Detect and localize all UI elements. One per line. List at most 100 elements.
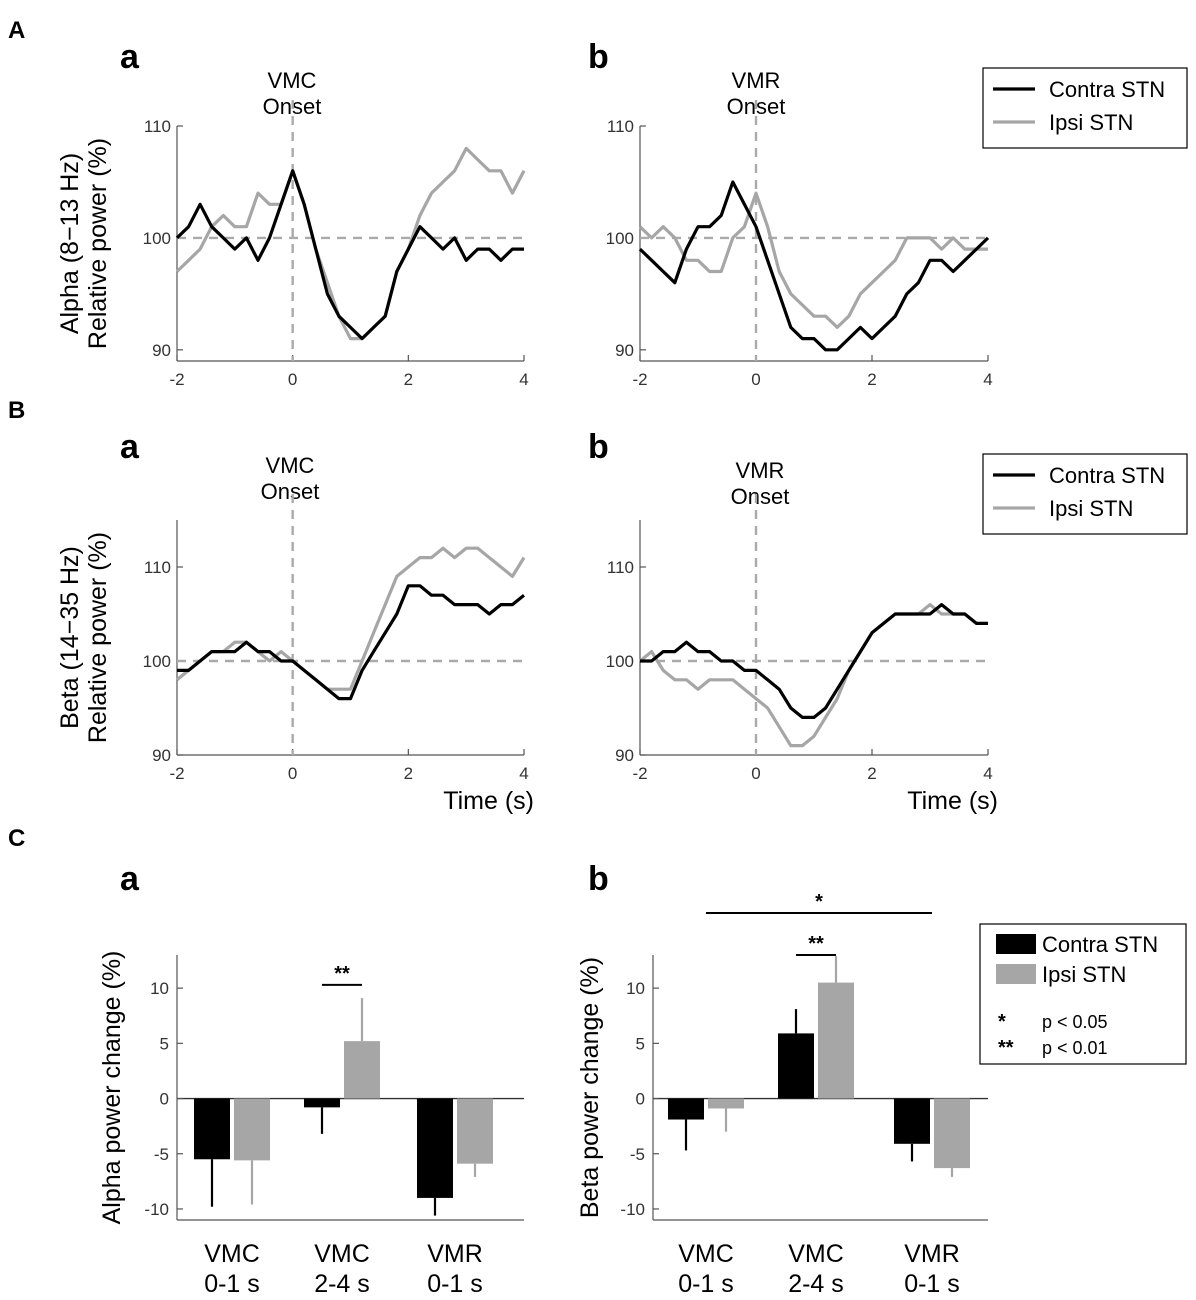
section-label-c: C xyxy=(8,825,25,852)
bar-ipsi-stn xyxy=(344,1041,380,1099)
legend-label: Contra STN xyxy=(1049,77,1165,102)
x-tick-label: 0 xyxy=(751,370,760,389)
y-axis-label-line2: Relative power (%) xyxy=(84,138,112,349)
series-line-contra-stn xyxy=(175,169,524,341)
y-tick-label: 90 xyxy=(152,341,171,360)
section-label-a: A xyxy=(8,17,25,44)
significance-marker: ** xyxy=(334,963,350,985)
y-tick-label: 10 xyxy=(150,979,169,998)
bar-ipsi-stn xyxy=(934,1098,970,1169)
y-tick-label: 0 xyxy=(160,1090,169,1109)
y-tick-label: 10 xyxy=(626,979,645,998)
x-tick-label: 4 xyxy=(519,764,528,783)
x-category-label-line1: VMC xyxy=(314,1240,370,1268)
x-tick-label: 2 xyxy=(867,764,876,783)
legend-label: Ipsi STN xyxy=(1049,496,1133,521)
panel-label: b xyxy=(588,38,609,76)
x-tick-label: 0 xyxy=(288,764,297,783)
x-category-label-line2: 0-1 s xyxy=(678,1270,734,1298)
onset-label-line1: VMR xyxy=(732,68,781,93)
bar-ipsi-stn xyxy=(818,982,854,1099)
significance-marker: ** xyxy=(808,933,824,955)
legend-label: Ipsi STN xyxy=(1049,110,1133,135)
y-axis-label: Alpha power change (%) xyxy=(98,951,126,1225)
x-category-label-line2: 2-4 s xyxy=(788,1270,844,1298)
legend-box xyxy=(982,453,1188,535)
legend-line-a: Contra STN Ipsi STN xyxy=(982,67,1188,149)
x-category-label-line2: 2-4 s xyxy=(314,1270,370,1298)
y-tick-label: -5 xyxy=(630,1145,645,1164)
y-tick-label: 0 xyxy=(636,1090,645,1109)
onset-label-line1: VMR xyxy=(736,458,785,483)
legend-swatch xyxy=(996,964,1036,984)
x-tick-label: -2 xyxy=(632,370,647,389)
panel-label: b xyxy=(588,428,609,466)
y-axis-label: Beta power change (%) xyxy=(576,957,604,1218)
x-tick-label: 0 xyxy=(288,370,297,389)
legend-label: Contra STN xyxy=(1042,932,1158,957)
bar-ipsi-stn xyxy=(457,1098,493,1164)
onset-label-line2: Onset xyxy=(731,484,790,509)
x-category-label-line1: VMR xyxy=(904,1240,960,1268)
onset-label-line1: VMC xyxy=(266,453,315,478)
bar-contra-stn xyxy=(194,1098,230,1160)
x-axis-label: Time (s) xyxy=(907,787,998,815)
series-line-ipsi-stn xyxy=(175,146,526,341)
panel-label: a xyxy=(120,38,140,76)
bar-ipsi-stn xyxy=(234,1098,270,1161)
significance-text: p < 0.05 xyxy=(1042,1012,1108,1032)
y-tick-label: 110 xyxy=(607,117,634,136)
significance-marker: * xyxy=(815,891,823,913)
y-axis-label-line1: Beta (14−35 Hz) xyxy=(56,546,84,729)
onset-label-line2: Onset xyxy=(261,479,320,504)
significance-symbol: ** xyxy=(998,1037,1014,1059)
legend-label: Ipsi STN xyxy=(1042,962,1126,987)
x-category-label-line1: VMC xyxy=(204,1240,260,1268)
legend-box xyxy=(982,67,1188,149)
y-axis-label-line2: Relative power (%) xyxy=(84,532,112,743)
bar-ipsi-stn xyxy=(708,1098,744,1109)
legend-label: Contra STN xyxy=(1049,463,1165,488)
x-tick-label: -2 xyxy=(632,764,647,783)
panel-label: b xyxy=(588,860,609,898)
y-tick-label: 5 xyxy=(636,1034,645,1053)
series-line-contra-stn xyxy=(177,584,526,701)
y-tick-label: -10 xyxy=(620,1200,645,1219)
y-tick-label: 100 xyxy=(143,652,171,671)
y-tick-label: 110 xyxy=(144,558,171,577)
y-tick-label: 110 xyxy=(607,558,634,577)
x-category-label-line1: VMC xyxy=(678,1240,734,1268)
panel-label: a xyxy=(120,428,140,466)
series-line-contra-stn xyxy=(640,602,988,720)
bar-contra-stn xyxy=(417,1098,453,1198)
x-category-label-line1: VMR xyxy=(427,1240,483,1268)
y-tick-label: 100 xyxy=(143,229,171,248)
bar-contra-stn xyxy=(894,1098,930,1144)
onset-label-line1: VMC xyxy=(268,68,317,93)
y-axis-label-line1: Alpha (8−13 Hz) xyxy=(56,153,84,334)
y-tick-label: 100 xyxy=(606,652,634,671)
bar-contra-stn xyxy=(668,1098,704,1120)
x-tick-label: 4 xyxy=(983,764,992,783)
x-tick-label: -2 xyxy=(169,370,184,389)
y-tick-label: 90 xyxy=(152,746,171,765)
x-tick-label: 2 xyxy=(404,764,413,783)
x-tick-label: 4 xyxy=(983,370,992,389)
y-tick-label: -10 xyxy=(144,1200,169,1219)
x-tick-label: -2 xyxy=(169,764,184,783)
legend-line-b: Contra STN Ipsi STN xyxy=(982,453,1188,535)
y-tick-label: 90 xyxy=(615,746,634,765)
panel-label: a xyxy=(120,860,140,898)
significance-text: p < 0.01 xyxy=(1042,1038,1108,1058)
x-tick-label: 2 xyxy=(404,370,413,389)
x-axis-label: Time (s) xyxy=(443,787,534,815)
significance-symbol: * xyxy=(998,1011,1006,1033)
bar-contra-stn xyxy=(304,1098,340,1108)
legend-swatch xyxy=(996,934,1036,954)
